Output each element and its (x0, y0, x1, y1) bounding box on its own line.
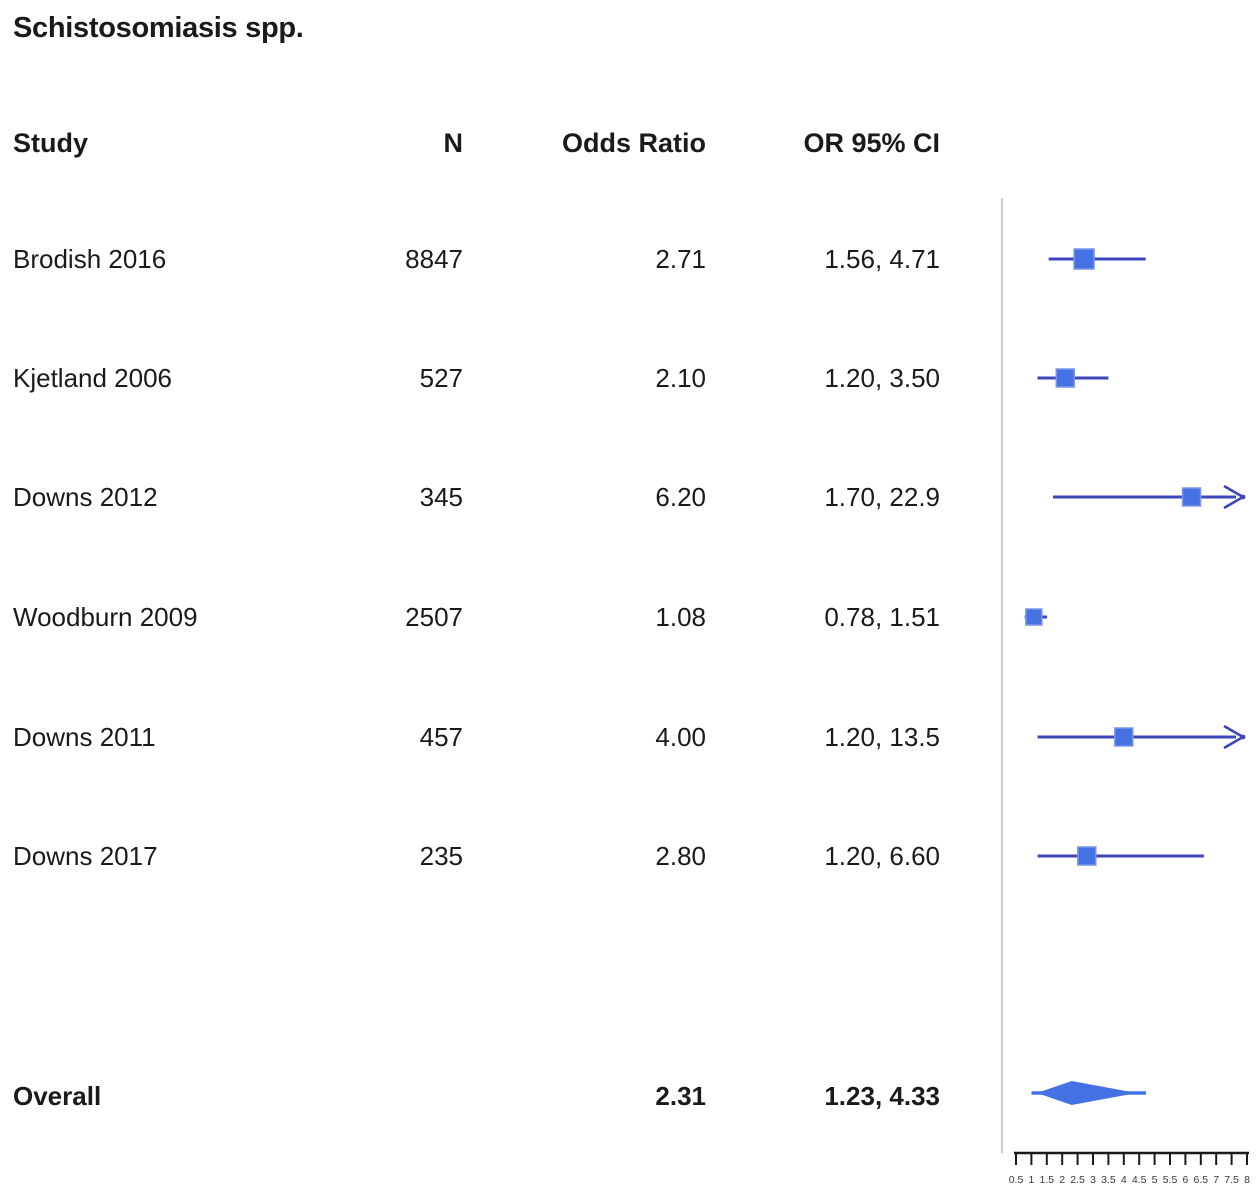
study-ci: 1.20, 13.5 (824, 722, 940, 752)
axis-tick-label: 0.5 (1009, 1174, 1024, 1186)
axis-tick-label: 5.5 (1163, 1174, 1178, 1186)
study-odds-ratio: 2.71 (655, 244, 706, 274)
axis-tick-label: 5 (1152, 1174, 1158, 1186)
arrow-tip-dot (1240, 734, 1246, 740)
study-n: 527 (419, 363, 463, 393)
study-n: 2507 (405, 602, 463, 632)
study-n: 345 (419, 482, 463, 512)
axis-tick-label: 6 (1182, 1174, 1188, 1186)
study-name: Downs 2011 (13, 722, 156, 752)
axis-tick-label: 8 (1244, 1174, 1250, 1186)
study-ci: 1.20, 6.60 (824, 841, 940, 871)
axis-tick-label: 7 (1213, 1174, 1219, 1186)
study-name: Brodish 2016 (13, 244, 167, 274)
overall-odds-ratio: 2.31 (655, 1081, 706, 1111)
study-ci: 0.78, 1.51 (824, 602, 940, 632)
header-or-95-ci: OR 95% CI (803, 128, 940, 158)
study-ci: 1.20, 3.50 (824, 363, 940, 393)
axis-tick-label: 1 (1028, 1174, 1034, 1186)
study-row: Kjetland 2006 527 2.10 1.20, 3.50 (0, 360, 980, 396)
axis-tick-label: 4.5 (1132, 1174, 1147, 1186)
study-name: Woodburn 2009 (13, 602, 198, 632)
study-name: Downs 2017 (13, 841, 158, 871)
axis-tick-label: 2 (1059, 1174, 1065, 1186)
axis-tick-label: 3.5 (1101, 1174, 1116, 1186)
overall-row: Overall 2.31 1.23, 4.33 (0, 1078, 980, 1114)
study-n: 8847 (405, 244, 463, 274)
odds-ratio-square (1025, 608, 1043, 626)
odds-ratio-square (1114, 727, 1134, 747)
study-odds-ratio: 2.10 (655, 363, 706, 393)
study-ci: 1.70, 22.9 (824, 482, 940, 512)
table-header-row: Study N Odds Ratio OR 95% CI (0, 125, 980, 161)
axis-tick-label: 2.5 (1070, 1174, 1085, 1186)
odds-ratio-square (1077, 846, 1097, 866)
study-row: Downs 2011 457 4.00 1.20, 13.5 (0, 719, 980, 755)
forest-plot-panel: 0.5 1 1.5 2 2.5 3 3.5 4 4.5 5 5.5 6 6.5 7 7.5 8 (1001, 198, 1250, 1186)
overall-ci: 1.23, 4.33 (824, 1081, 940, 1111)
study-n: 457 (419, 722, 463, 752)
study-row: Woodburn 2009 2507 1.08 0.78, 1.51 (0, 599, 980, 635)
header-study: Study (13, 128, 89, 158)
study-odds-ratio: 6.20 (655, 482, 706, 512)
header-odds-ratio: Odds Ratio (561, 128, 706, 158)
axis-tick-label: 6.5 (1193, 1174, 1208, 1186)
study-name: Kjetland 2006 (13, 363, 173, 393)
odds-ratio-square (1181, 487, 1202, 507)
odds-ratio-square (1055, 368, 1076, 388)
study-odds-ratio: 2.80 (655, 841, 706, 871)
study-ci: 1.56, 4.71 (824, 244, 940, 274)
overall-diamond (1036, 1080, 1135, 1106)
figure-title: Schistosomiasis spp. (13, 12, 304, 44)
odds-ratio-square (1073, 248, 1095, 270)
axis-tick-label: 1.5 (1039, 1174, 1054, 1186)
arrow-tip-dot (1240, 494, 1246, 500)
axis-tick-label: 3 (1090, 1174, 1096, 1186)
study-odds-ratio: 4.00 (655, 722, 706, 752)
study-name: Downs 2012 (13, 482, 158, 512)
study-row: Downs 2012 345 6.20 1.70, 22.9 (0, 479, 980, 515)
axis-tick-label: 4 (1121, 1174, 1127, 1186)
study-row: Downs 2017 235 2.80 1.20, 6.60 (0, 838, 980, 874)
study-odds-ratio: 1.08 (655, 602, 706, 632)
study-n: 235 (419, 841, 463, 871)
header-n: N (443, 128, 464, 158)
axis-tick-label: 7.5 (1224, 1174, 1239, 1186)
study-row: Brodish 2016 8847 2.71 1.56, 4.71 (0, 241, 980, 277)
overall-label: Overall (13, 1081, 102, 1111)
